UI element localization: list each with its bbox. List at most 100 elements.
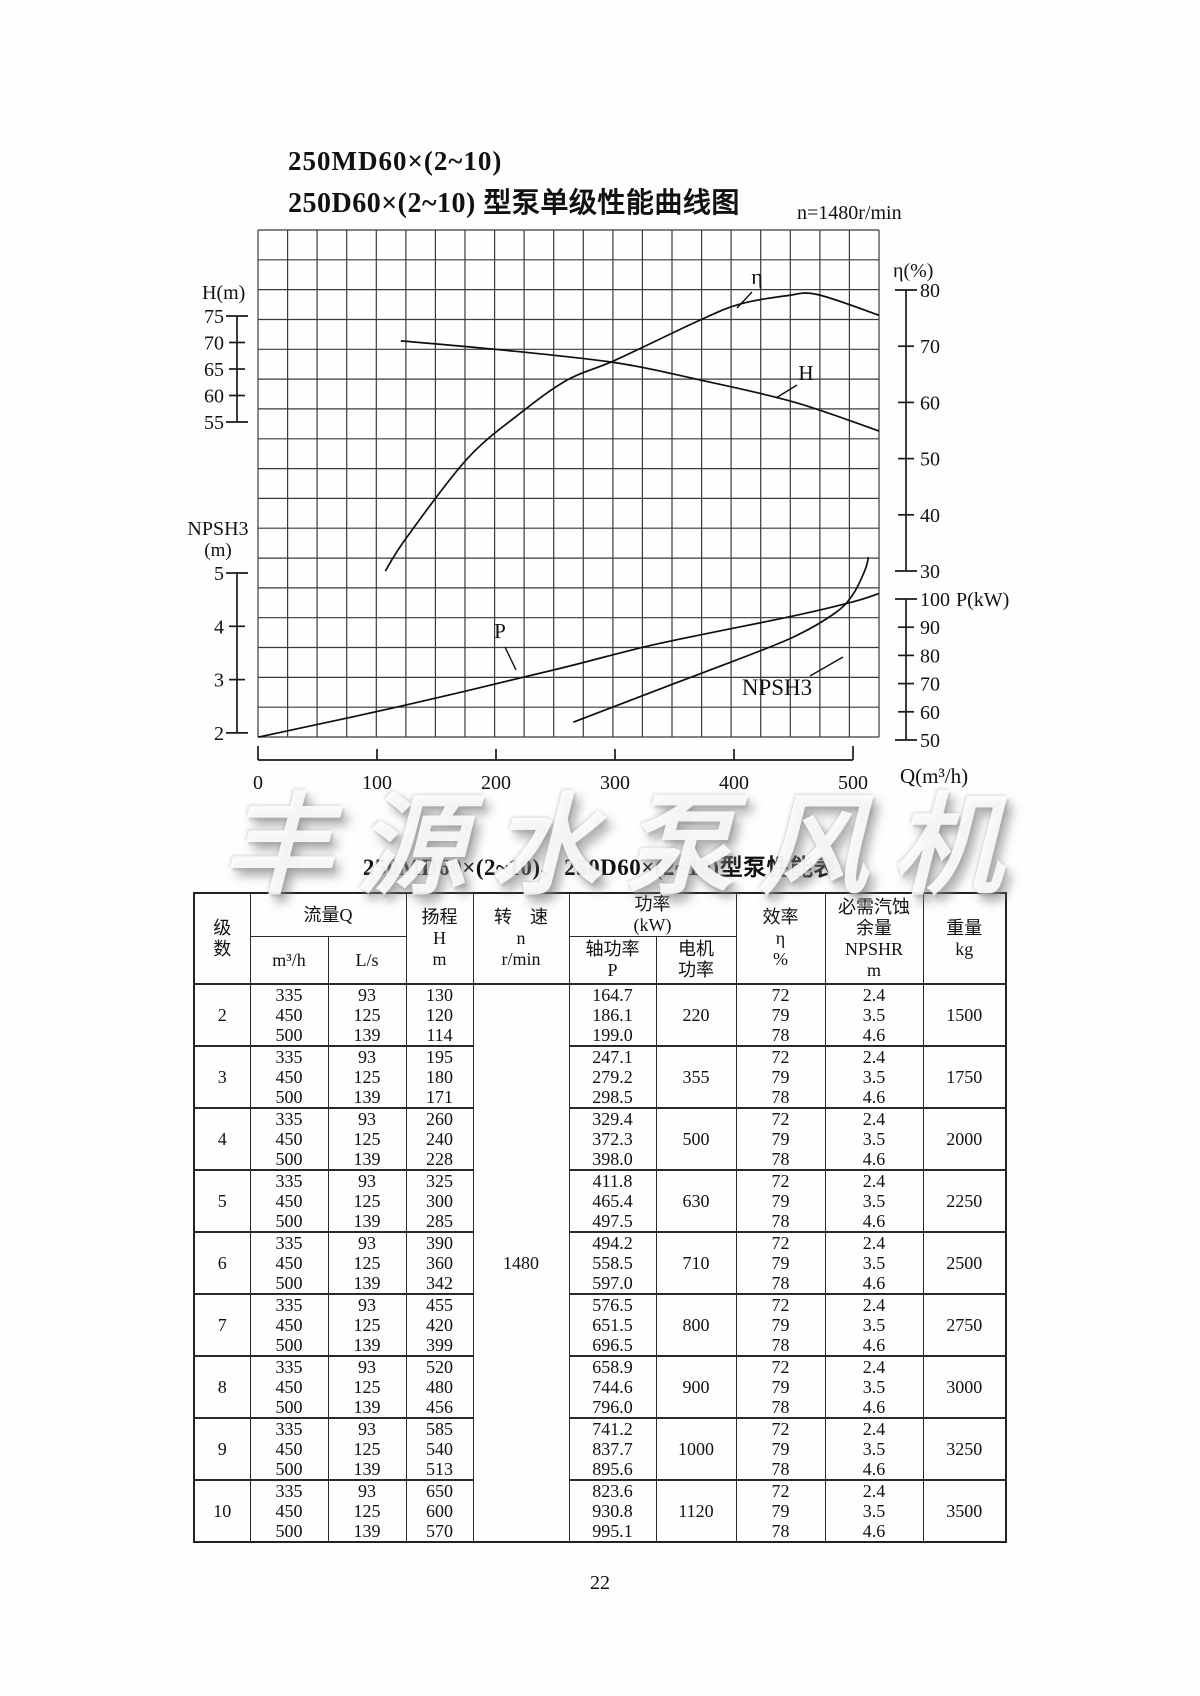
flow-ls-cell: 93 125 139 xyxy=(327,1355,407,1419)
efficiency-cell: 72 79 78 xyxy=(735,983,826,1047)
stage-row: 8 335 450 500 93 125 139 520 480 456 658.9 7… xyxy=(193,1355,1007,1419)
curve-P-label: P xyxy=(494,619,506,643)
stage-cell: 6 xyxy=(193,1231,251,1295)
npsh-axis-tick-label: 5 xyxy=(214,563,224,585)
efficiency-cell: 72 79 78 xyxy=(735,1169,826,1233)
efficiency-cell: 72 79 78 xyxy=(735,1417,826,1481)
head-cell: 520 480 456 xyxy=(405,1355,474,1419)
chart-title-line2: 250D60×(2~10) 型泵单级性能曲线图 xyxy=(288,188,740,219)
weight-cell: 2500 xyxy=(922,1231,1007,1295)
flow-ls-cell: 93 125 139 xyxy=(327,1231,407,1295)
chart-grid xyxy=(257,229,880,738)
npshr-cell: 2.4 3.5 4.6 xyxy=(824,1231,924,1295)
p-axis-label: P(kW) xyxy=(956,589,1009,611)
flow-ls-cell: 93 125 139 xyxy=(327,1045,407,1109)
p-axis-tick-label: 90 xyxy=(920,617,940,639)
head-cell: 585 540 513 xyxy=(405,1417,474,1481)
head-cell: 260 240 228 xyxy=(405,1107,474,1171)
curve-NPSH3-line xyxy=(572,556,870,723)
col-header-power: 功率 (kW) xyxy=(568,892,737,937)
motor-power-cell: 1000 xyxy=(655,1417,737,1481)
npshr-cell: 2.4 3.5 4.6 xyxy=(824,1045,924,1109)
curve-H-label: H xyxy=(798,361,813,385)
col-header-stage: 级 数 xyxy=(193,892,251,985)
stage-row: 7 335 450 500 93 125 139 455 420 399 576.5 6… xyxy=(193,1293,1007,1357)
flow-ls-cell: 93 125 139 xyxy=(327,983,407,1047)
weight-cell: 2250 xyxy=(922,1169,1007,1233)
curve-NPSH3: NPSH3 xyxy=(572,556,870,723)
shaft-power-cell: 658.9 744.6 796.0 xyxy=(568,1355,657,1419)
page-number: 22 xyxy=(590,1572,610,1594)
npshr-cell: 2.4 3.5 4.6 xyxy=(824,1169,924,1233)
performance-table-wrap: 级 数 流量Q 扬程 H m 转 速 n r/min 功率 (kW) 效率 η … xyxy=(193,892,1008,1543)
p-axis-tick-label: 50 xyxy=(920,730,940,752)
npshr-cell: 2.4 3.5 4.6 xyxy=(824,1107,924,1171)
q-axis: 0 100 200 300 400 500 Q(m³/h) xyxy=(253,746,968,794)
efficiency-cell: 72 79 78 xyxy=(735,1231,826,1295)
eta-axis-tick-label: 60 xyxy=(920,392,940,414)
curve-eta: η xyxy=(384,264,880,572)
curve-P-line xyxy=(257,592,880,739)
col-header-m3h: m³/h xyxy=(249,936,329,985)
stage-cell: 4 xyxy=(193,1107,251,1171)
q-axis-tick-label: 500 xyxy=(838,772,868,794)
flow-m3h-cell: 335 450 500 xyxy=(249,1293,329,1357)
head-cell: 130 120 114 xyxy=(405,983,474,1047)
weight-cell: 2000 xyxy=(922,1107,1007,1171)
motor-power-cell: 355 xyxy=(655,1045,737,1109)
stage-cell: 8 xyxy=(193,1355,251,1419)
npshr-cell: 2.4 3.5 4.6 xyxy=(824,1293,924,1357)
h-axis-tick-label: 60 xyxy=(204,386,224,408)
eta-axis-tick-label: 30 xyxy=(920,561,940,583)
eta-axis-tick-label: 50 xyxy=(920,449,940,471)
npsh-axis-tick-label: 3 xyxy=(214,670,224,692)
motor-power-cell: 800 xyxy=(655,1293,737,1357)
eta-axis-tick-label: 80 xyxy=(920,280,940,302)
stage-row: 9 335 450 500 93 125 139 585 540 513 741.2 8… xyxy=(193,1417,1007,1481)
flow-ls-cell: 93 125 139 xyxy=(327,1107,407,1171)
h-axis-tick-label: 65 xyxy=(204,359,224,381)
shaft-power-cell: 411.8 465.4 497.5 xyxy=(568,1169,657,1233)
eta-axis-tick-label: 40 xyxy=(920,505,940,527)
curve-NPSH3-leader xyxy=(809,656,844,677)
shaft-power-cell: 576.5 651.5 696.5 xyxy=(568,1293,657,1357)
stage-cell: 7 xyxy=(193,1293,251,1357)
npshr-cell: 2.4 3.5 4.6 xyxy=(824,1479,924,1543)
motor-power-cell: 710 xyxy=(655,1231,737,1295)
col-header-efficiency: 效率 η % xyxy=(735,892,826,985)
speed-annotation: n=1480r/min xyxy=(797,202,902,224)
eta-axis-tick-label: 70 xyxy=(920,336,940,358)
weight-cell: 3500 xyxy=(922,1479,1007,1543)
table-body: 2 335 450 500 93 125 139 130 120 114 1480 164… xyxy=(193,983,1007,1543)
q-axis-tick-label: 200 xyxy=(481,772,511,794)
curve-eta-label: η xyxy=(751,264,763,289)
head-cell: 390 360 342 xyxy=(405,1231,474,1295)
flow-m3h-cell: 335 450 500 xyxy=(249,1107,329,1171)
npshr-cell: 2.4 3.5 4.6 xyxy=(824,983,924,1047)
efficiency-cell: 72 79 78 xyxy=(735,1293,826,1357)
speed-cell: 1480 xyxy=(472,983,570,1543)
col-header-shaft-power: 轴功率 P xyxy=(568,936,657,985)
eta-axis-label: η(%) xyxy=(893,260,933,282)
curve-eta-line xyxy=(384,292,880,572)
h-axis-tick-label: 55 xyxy=(204,412,224,434)
col-header-head: 扬程 H m xyxy=(405,892,474,985)
stage-row: 2 335 450 500 93 125 139 130 120 114 1480 164… xyxy=(193,983,1007,1543)
head-cell: 455 420 399 xyxy=(405,1293,474,1357)
weight-cell: 3000 xyxy=(922,1355,1007,1419)
flow-m3h-cell: 335 450 500 xyxy=(249,1355,329,1419)
p-axis-tick-label: 100 xyxy=(920,589,950,611)
col-header-speed: 转 速 n r/min xyxy=(472,892,570,985)
shaft-power-cell: 823.6 930.8 995.1 xyxy=(568,1479,657,1543)
eta-axis: 80 70 60 50 40 30 η(%) xyxy=(893,260,940,583)
npshr-cell: 2.4 3.5 4.6 xyxy=(824,1355,924,1419)
flow-m3h-cell: 335 450 500 xyxy=(249,1045,329,1109)
curve-H: H xyxy=(400,340,880,432)
efficiency-cell: 72 79 78 xyxy=(735,1479,826,1543)
stage-row: 3 335 450 500 93 125 139 195 180 171 247.1 2… xyxy=(193,1045,1007,1109)
col-header-ls: L/s xyxy=(327,936,407,985)
performance-table: 级 数 流量Q 扬程 H m 转 速 n r/min 功率 (kW) 效率 η … xyxy=(193,892,1008,1543)
shaft-power-cell: 247.1 279.2 298.5 xyxy=(568,1045,657,1109)
motor-power-cell: 220 xyxy=(655,983,737,1047)
